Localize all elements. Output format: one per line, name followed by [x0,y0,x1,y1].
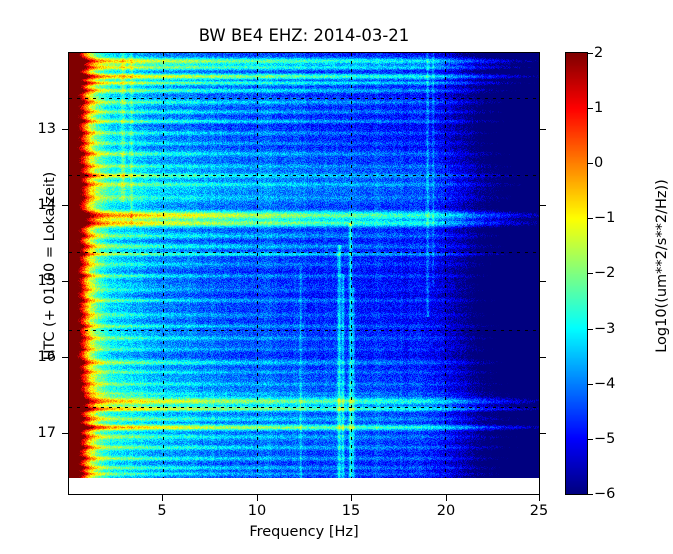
x-tick-label-20: 20 [436,503,456,519]
spectrogram-canvas [69,53,539,478]
y-tick-label-17: 17 [37,425,56,441]
plot-area [68,52,540,495]
cb-tick-mark-1 [588,108,593,109]
cb-tick-label-minus2: −2 [594,265,616,281]
cb-tick-label-minus1: −1 [594,210,616,226]
spectrogram-heatmap [69,53,539,478]
colorbar-gradient [566,53,587,494]
page-title: BW BE4 EHZ: 2014-03-21 [198,26,410,45]
y-tick-mark-inner-17 [540,433,546,434]
x-tick-label-25: 25 [529,503,549,519]
y-tick-mark-17 [62,433,68,434]
y-tick-mark-16 [62,357,68,358]
y-tick-label-14: 14 [37,197,56,213]
x-tick-mark-20 [446,495,447,501]
y-tick-mark-inner-13 [540,129,546,130]
cb-tick-label-minus6: −6 [594,486,616,502]
cb-tick-label-minus3: −3 [594,321,616,337]
no-data-strip [69,478,539,494]
cb-tick-label-minus5: −5 [594,431,616,447]
cb-tick-mark-minus6 [588,494,593,495]
cb-tick-mark-minus3 [588,329,593,330]
cb-tick-label-0: 0 [594,155,604,171]
y-tick-mark-15 [62,281,68,282]
colorbar [565,52,588,495]
cb-tick-mark-minus5 [588,439,593,440]
x-tick-label-5: 5 [157,503,167,519]
x-tick-mark-10 [257,495,258,501]
y-tick-label-16: 16 [37,349,56,365]
x-tick-mark-15 [351,495,352,501]
x-tick-mark-25 [539,495,540,501]
y-tick-mark-13 [62,129,68,130]
cb-tick-mark-2 [588,53,593,54]
cb-tick-mark-minus4 [588,384,593,385]
cb-tick-label-2: 2 [594,45,604,61]
y-tick-mark-inner-15 [540,281,546,282]
colorbar-label: Log10((um**2/s**2/Hz)) [654,179,670,353]
y-tick-mark-14 [62,205,68,206]
y-tick-label-13: 13 [37,121,56,137]
y-tick-mark-inner-14 [540,205,546,206]
y-tick-mark-inner-16 [540,357,546,358]
x-tick-mark-5 [162,495,163,501]
cb-tick-label-minus4: −4 [594,376,616,392]
cb-tick-mark-minus2 [588,273,593,274]
y-tick-label-15: 15 [37,273,56,289]
cb-tick-mark-minus1 [588,218,593,219]
x-tick-label-15: 15 [341,503,361,519]
cb-tick-mark-0 [588,163,593,164]
x-tick-label-10: 10 [247,503,267,519]
y-axis-label: UTC (+ 01:00 = Lokalzeit) [42,171,58,361]
x-axis-label: Frequency [Hz] [249,524,359,540]
cb-tick-label-1: 1 [594,100,604,116]
